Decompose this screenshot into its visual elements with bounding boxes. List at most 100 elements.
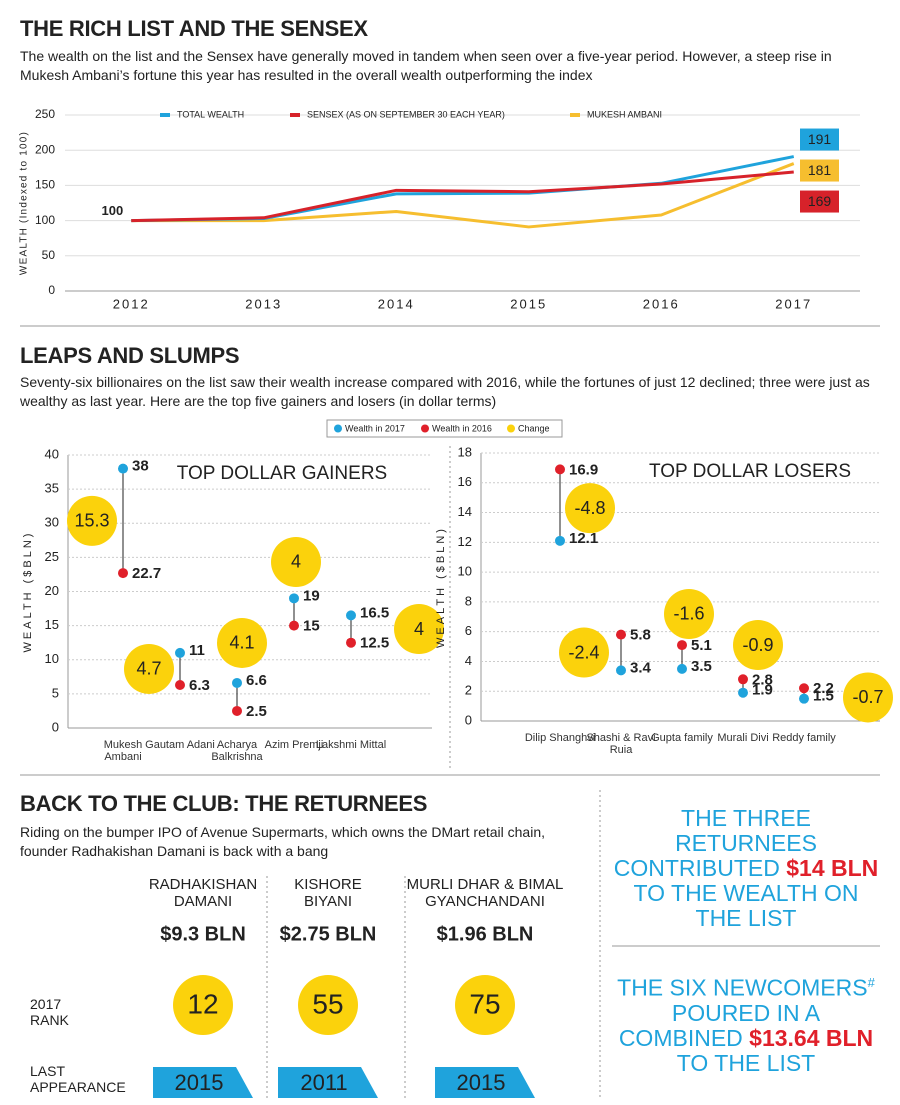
- end-label: 169: [808, 193, 832, 209]
- dot-2016: [118, 568, 128, 579]
- dot-2017: [346, 610, 356, 621]
- y-tick-label: 0: [465, 712, 472, 727]
- y-tick-label: 10: [458, 564, 472, 579]
- section-subtitle: Seventy-six billionaires on the list saw…: [20, 374, 870, 409]
- y-tick-label: 6: [465, 623, 472, 638]
- year-tag: [278, 1067, 378, 1098]
- data-label: 16.9: [569, 461, 598, 478]
- dot-2017: [232, 677, 242, 688]
- change-bubble: [559, 627, 609, 678]
- change-label: -1.6: [673, 604, 704, 624]
- dot-2016: [175, 680, 185, 691]
- data-label: 3.5: [691, 658, 712, 675]
- end-label-box: [800, 159, 839, 182]
- y-tick-label: 250: [35, 107, 55, 121]
- y-tick-label: 15: [45, 617, 59, 632]
- person-wealth: $2.75 BLN: [280, 923, 377, 945]
- change-label: -0.7: [852, 687, 883, 707]
- row-label: LAST APPEARANCE: [30, 1063, 126, 1095]
- callout-text: TO THE WEALTH ON THE LIST: [633, 880, 859, 931]
- section-subtitle: Riding on the bumper IPO of Avenue Super…: [20, 824, 546, 859]
- dot-2016: [555, 464, 565, 475]
- end-label-box: [800, 190, 839, 213]
- change-bubble: [394, 604, 444, 655]
- legend-box: [326, 419, 563, 438]
- data-label: 1.9: [752, 682, 773, 699]
- x-tick-label: 2017: [775, 296, 812, 311]
- y-tick-label: 20: [45, 583, 59, 598]
- rank-label: 55: [312, 988, 343, 1019]
- callout-mark: #: [867, 975, 875, 990]
- data-label: 12.5: [360, 635, 389, 652]
- callout-highlight: $13.64 BLN: [749, 1024, 874, 1051]
- data-label: 2.5: [246, 703, 267, 720]
- dot-2016: [799, 683, 809, 694]
- dot-2017: [175, 647, 185, 658]
- legend-label: MUKESH AMBANI: [587, 109, 662, 119]
- x-tick-label: 2014: [378, 296, 415, 311]
- chart-title: TOP DOLLAR LOSERS: [649, 461, 851, 482]
- callout-highlight: $14 BLN: [786, 855, 879, 881]
- dot-2016: [289, 620, 299, 631]
- person-wealth: $9.3 BLN: [160, 923, 246, 945]
- x-tick-label: Lakshmi Mittal: [315, 739, 387, 751]
- y-tick-label: 100: [35, 213, 55, 227]
- chart-title: TOP DOLLAR GAINERS: [177, 463, 387, 484]
- y-tick-label: 25: [45, 549, 59, 564]
- change-bubble: [271, 536, 321, 587]
- y-tick-label: 150: [35, 178, 55, 192]
- change-label: 4.7: [136, 659, 161, 679]
- x-tick-label: 2015: [510, 296, 547, 311]
- x-tick-label: Azim Premji: [264, 739, 324, 751]
- legend-label: Wealth in 2017: [345, 423, 405, 433]
- data-label: 5.1: [691, 637, 712, 654]
- person-name: MURLI DHAR & BIMAL GYANCHANDANI: [406, 876, 564, 910]
- y-tick-label: 0: [48, 283, 55, 297]
- dot-2017: [289, 593, 299, 604]
- y-tick-label: 10: [45, 651, 59, 666]
- change-bubble: [217, 617, 267, 668]
- callout-text: THE THREE RETURNEES CONTRIBUTED: [613, 805, 817, 881]
- change-label: 4: [291, 552, 301, 572]
- data-label: 2.2: [813, 680, 834, 697]
- data-label: 6.6: [246, 672, 267, 689]
- y-tick-label: 30: [45, 515, 59, 530]
- rank-circle: [455, 975, 515, 1035]
- dot-2017: [738, 687, 748, 698]
- y-tick-label: 14: [458, 504, 472, 519]
- y-tick-label: 8: [465, 593, 472, 608]
- year-label: 2015: [175, 1070, 224, 1095]
- person-wealth: $1.96 BLN: [437, 923, 534, 945]
- data-label: 11: [189, 642, 205, 659]
- data-label: 16.5: [360, 604, 389, 621]
- y-axis-label: WEALTH (Indexed to 100): [19, 131, 30, 275]
- year-label: 2015: [457, 1070, 506, 1095]
- y-tick-label: 50: [42, 248, 56, 262]
- section-title: LEAPS AND SLUMPS: [20, 343, 240, 368]
- legend-swatch: [421, 424, 429, 433]
- rank-circle: [173, 975, 233, 1035]
- x-tick-label: 2013: [245, 296, 282, 311]
- x-tick-label: Acharya Balkrishna: [211, 739, 263, 763]
- x-tick-label: 2012: [113, 296, 150, 311]
- section-subtitle: The wealth on the list and the Sensex ha…: [20, 48, 832, 83]
- x-tick-label: Reddy family: [772, 732, 836, 744]
- rank-label: 12: [187, 988, 218, 1019]
- y-tick-label: 40: [45, 446, 59, 461]
- x-tick-label: Murali Divi: [717, 732, 769, 744]
- data-label: 38: [132, 458, 149, 475]
- change-label: 15.3: [74, 511, 109, 531]
- dot-2016: [677, 640, 687, 651]
- end-label: 181: [808, 162, 832, 178]
- change-label: -4.8: [574, 498, 605, 518]
- x-tick-label: Shashi & Ravi Ruia: [586, 732, 656, 756]
- end-label: 191: [808, 131, 832, 147]
- line-series: [131, 162, 795, 229]
- rank-circle: [298, 975, 358, 1035]
- y-axis-label: WEALTH ($BLN): [22, 531, 34, 653]
- year-tag: [435, 1067, 535, 1098]
- callout-text: THE SIX NEWCOMERS: [617, 974, 868, 1001]
- dot-2016: [232, 705, 242, 716]
- change-bubble: [843, 672, 893, 723]
